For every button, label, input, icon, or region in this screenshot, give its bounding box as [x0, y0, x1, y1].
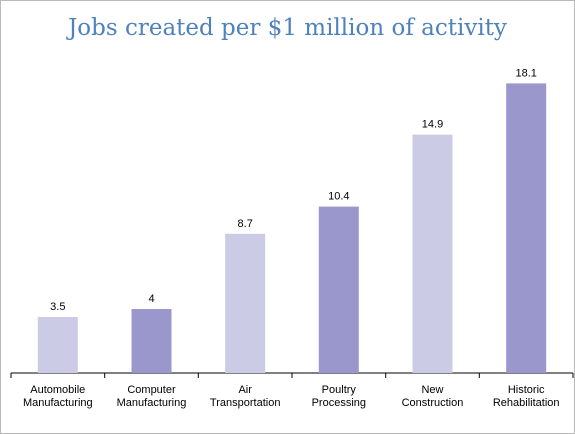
bar	[318, 206, 359, 373]
x-tick-label: Processing	[312, 397, 366, 409]
x-tick-label: Automobile	[30, 384, 85, 396]
x-tick-label: Air	[238, 384, 252, 396]
bar	[37, 317, 78, 373]
data-label: 18.1	[515, 67, 536, 79]
x-tick-label: Construction	[402, 397, 464, 409]
data-label: 10.4	[328, 191, 349, 203]
x-tick-label: New	[421, 384, 443, 396]
x-tick-label: Rehabilitation	[493, 397, 560, 409]
x-tick-label: Historic	[508, 384, 545, 396]
x-tick-label: Computer	[127, 384, 176, 396]
bar	[225, 233, 266, 373]
bar	[412, 134, 453, 373]
bar	[506, 83, 547, 374]
x-tick-label: Transportation	[210, 397, 281, 409]
x-tick-label: Poultry	[322, 384, 357, 396]
bar	[131, 309, 172, 373]
x-tick-label: Manufacturing	[117, 397, 187, 409]
data-label: 8.7	[238, 218, 253, 230]
x-tick-label: Manufacturing	[23, 397, 93, 409]
chart-title: Jobs created per $1 million of activity	[68, 15, 507, 41]
data-label: 3.5	[50, 301, 65, 313]
data-label: 14.9	[422, 119, 443, 131]
data-label: 4	[148, 293, 154, 305]
